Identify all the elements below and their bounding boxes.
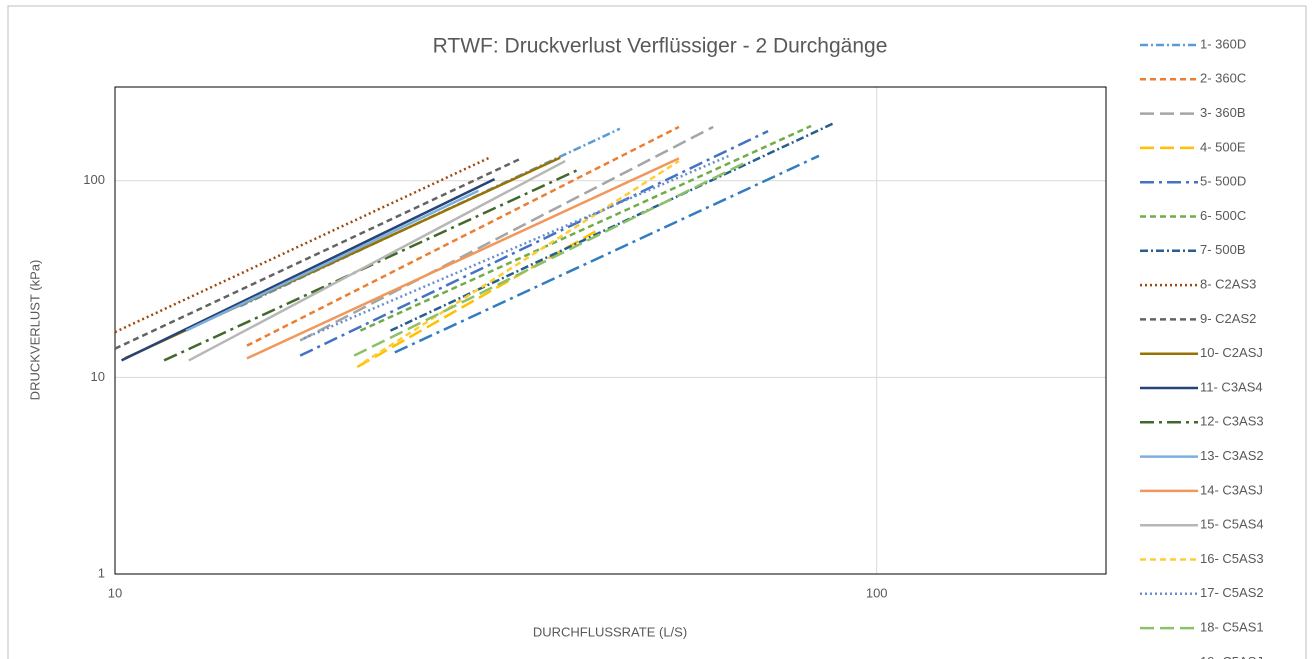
series-line [362, 160, 680, 364]
y-tick-label: 10 [91, 369, 105, 384]
series-line [394, 154, 820, 354]
legend-label: 15- C5AS4 [1200, 517, 1264, 532]
legend-label: 6- 500C [1200, 208, 1246, 223]
series-line [185, 189, 479, 332]
series-line [299, 125, 714, 342]
legend-label: 13- C3AS2 [1200, 448, 1264, 463]
series-line [303, 154, 730, 340]
legend-label: 3- 360B [1200, 105, 1246, 120]
x-tick-label: 10 [108, 585, 122, 600]
series-line [246, 125, 680, 347]
legend-label: 11- C3AS4 [1200, 379, 1263, 394]
legend-label: 1- 360D [1200, 36, 1246, 51]
plot-area [114, 86, 1107, 575]
chart-title: RTWF: Druckverlust Verflüssiger - 2 Durc… [433, 35, 888, 58]
series-line [114, 156, 490, 334]
legend-label: 19- C5ASJ [1200, 654, 1263, 659]
x-axis-label: DURCHFLUSSRATE (L/S) [533, 624, 687, 639]
legend-label: 2- 360C [1200, 71, 1246, 86]
series-line [356, 229, 599, 369]
legend-label: 5- 500D [1200, 174, 1246, 189]
y-axis-label: DRUCKVERLUST (kPa) [27, 260, 42, 401]
series-line [121, 177, 496, 362]
legend-label: 4- 500E [1200, 139, 1246, 154]
series-line [114, 157, 521, 350]
legend-label: 17- C5AS2 [1200, 585, 1264, 600]
legend-label: 14- C3ASJ [1200, 482, 1263, 497]
legend-label: 8- C2AS3 [1200, 277, 1256, 292]
legend-label: 9- C2AS2 [1200, 311, 1256, 326]
chart-frame [7, 5, 1307, 659]
y-tick-label: 1 [98, 565, 105, 580]
series-line [188, 159, 566, 362]
series-line [359, 124, 812, 332]
legend-label: 16- C5AS3 [1200, 551, 1264, 566]
x-tick-label: 100 [866, 585, 888, 600]
series-line [299, 129, 769, 357]
legend-label: 10- C2ASJ [1200, 345, 1263, 360]
legend-label: 12- C3AS3 [1200, 414, 1264, 429]
legend-label: 18- C5AS1 [1200, 620, 1264, 635]
y-tick-label: 100 [83, 172, 105, 187]
series-line [353, 162, 745, 357]
legend-label: 7- 500B [1200, 242, 1246, 257]
series-line [246, 157, 680, 360]
